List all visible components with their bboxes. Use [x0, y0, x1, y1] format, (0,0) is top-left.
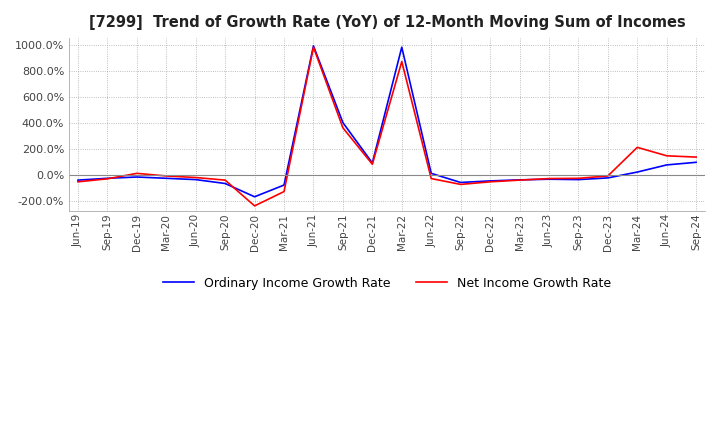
- Ordinary Income Growth Rate: [603, 175, 612, 180]
- Net Income Growth Rate: [516, 177, 524, 183]
- Ordinary Income Growth Rate: [103, 176, 112, 181]
- Legend: Ordinary Income Growth Rate, Net Income Growth Rate: Ordinary Income Growth Rate, Net Income …: [158, 272, 616, 295]
- Net Income Growth Rate: [603, 173, 612, 179]
- Ordinary Income Growth Rate: [662, 162, 671, 168]
- Net Income Growth Rate: [73, 179, 82, 184]
- Ordinary Income Growth Rate: [486, 178, 495, 183]
- Net Income Growth Rate: [162, 173, 171, 179]
- Ordinary Income Growth Rate: [368, 160, 377, 165]
- Net Income Growth Rate: [368, 161, 377, 167]
- Ordinary Income Growth Rate: [132, 174, 141, 180]
- Ordinary Income Growth Rate: [338, 120, 347, 125]
- Net Income Growth Rate: [574, 176, 582, 181]
- Ordinary Income Growth Rate: [456, 180, 465, 185]
- Net Income Growth Rate: [544, 176, 553, 181]
- Line: Ordinary Income Growth Rate: Ordinary Income Growth Rate: [78, 46, 696, 197]
- Net Income Growth Rate: [338, 125, 347, 131]
- Ordinary Income Growth Rate: [73, 177, 82, 183]
- Net Income Growth Rate: [397, 59, 406, 64]
- Ordinary Income Growth Rate: [574, 177, 582, 182]
- Net Income Growth Rate: [692, 154, 701, 160]
- Ordinary Income Growth Rate: [162, 176, 171, 181]
- Net Income Growth Rate: [486, 179, 495, 184]
- Ordinary Income Growth Rate: [251, 194, 259, 199]
- Ordinary Income Growth Rate: [544, 176, 553, 182]
- Net Income Growth Rate: [662, 153, 671, 158]
- Net Income Growth Rate: [192, 175, 200, 180]
- Ordinary Income Growth Rate: [427, 171, 436, 176]
- Net Income Growth Rate: [633, 145, 642, 150]
- Ordinary Income Growth Rate: [516, 177, 524, 183]
- Net Income Growth Rate: [279, 189, 288, 194]
- Line: Net Income Growth Rate: Net Income Growth Rate: [78, 47, 696, 206]
- Ordinary Income Growth Rate: [192, 177, 200, 182]
- Net Income Growth Rate: [309, 44, 318, 50]
- Net Income Growth Rate: [221, 177, 230, 183]
- Net Income Growth Rate: [132, 171, 141, 176]
- Net Income Growth Rate: [427, 176, 436, 181]
- Net Income Growth Rate: [456, 182, 465, 187]
- Ordinary Income Growth Rate: [221, 181, 230, 186]
- Net Income Growth Rate: [251, 203, 259, 209]
- Ordinary Income Growth Rate: [279, 183, 288, 188]
- Ordinary Income Growth Rate: [309, 43, 318, 48]
- Ordinary Income Growth Rate: [633, 169, 642, 175]
- Net Income Growth Rate: [103, 176, 112, 181]
- Ordinary Income Growth Rate: [397, 44, 406, 50]
- Title: [7299]  Trend of Growth Rate (YoY) of 12-Month Moving Sum of Incomes: [7299] Trend of Growth Rate (YoY) of 12-…: [89, 15, 685, 30]
- Ordinary Income Growth Rate: [692, 160, 701, 165]
